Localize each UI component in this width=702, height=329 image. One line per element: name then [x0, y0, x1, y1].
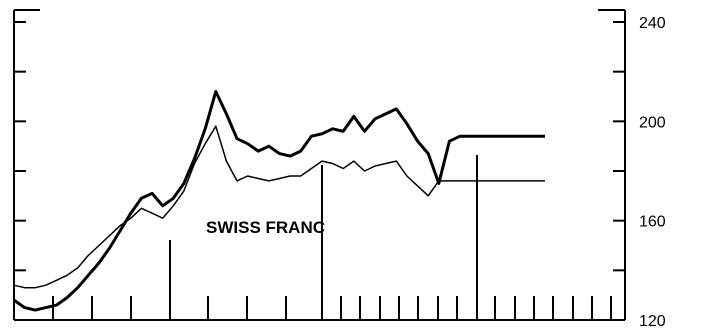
y-tick-label: 160: [639, 214, 666, 231]
chart-annotation: SWISS FRANC: [206, 218, 325, 237]
y-axis-ticks: [14, 21, 625, 321]
y-tick-label: 240: [639, 15, 666, 32]
series-line-thin: [13, 125, 545, 289]
x-axis-ticks: [52, 155, 612, 320]
y-tick-label: 200: [639, 114, 666, 131]
plot-frame: [13, 9, 626, 321]
y-tick-label: 120: [639, 313, 666, 329]
series-lines: [13, 90, 545, 312]
series-line-thick: [13, 90, 545, 312]
y-axis-tick-labels: 240 200 160 120: [639, 15, 666, 329]
